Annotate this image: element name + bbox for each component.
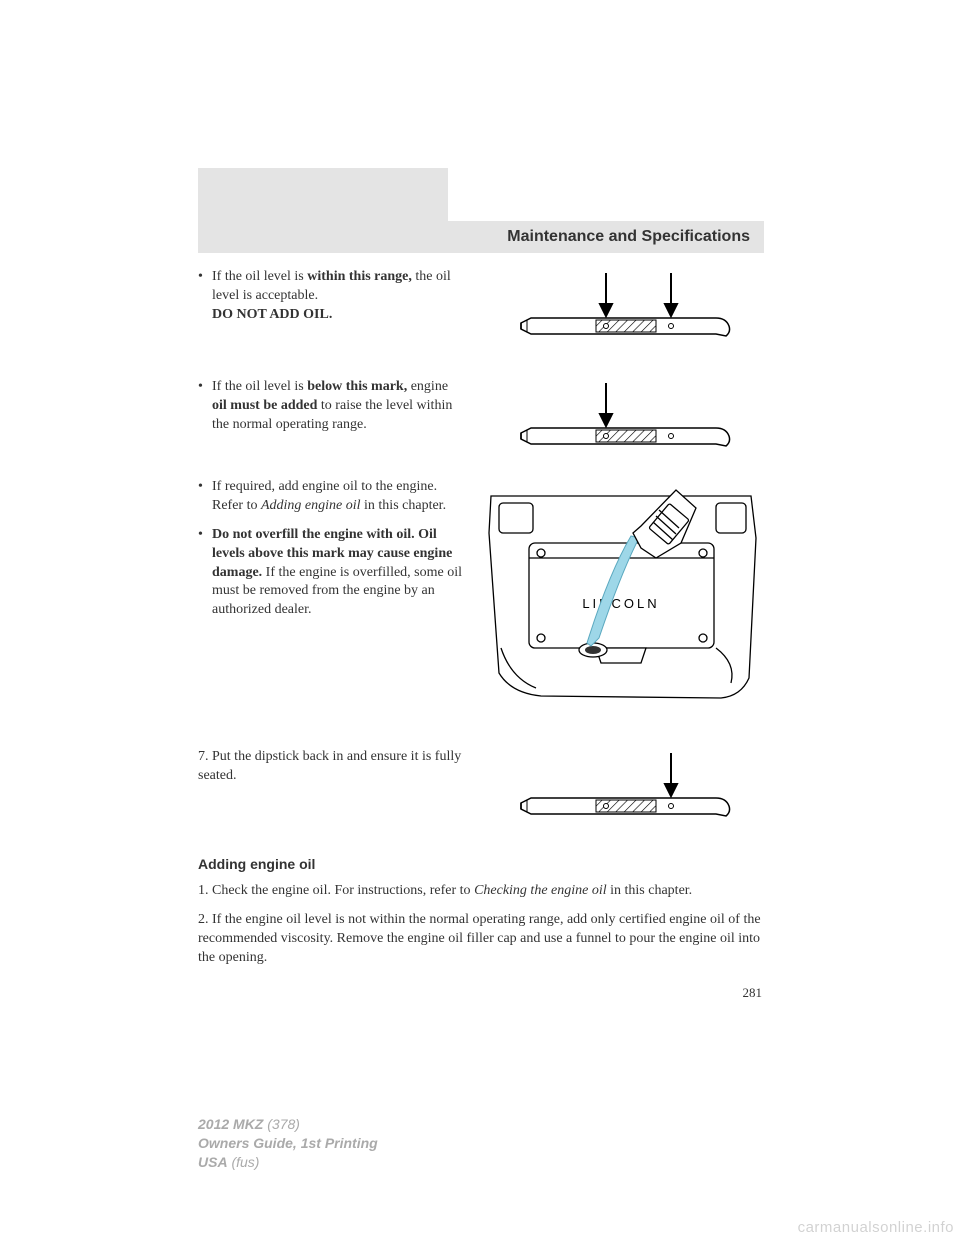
b3-ital: Adding engine oil <box>261 498 361 513</box>
p1-ital: Checking the engine oil <box>474 883 607 898</box>
row-bullet-2: If the oil level is below this mark, eng… <box>198 378 764 458</box>
header-title: Maintenance and Specifications <box>507 228 750 246</box>
dipstick-two-arrows-icon <box>501 268 741 348</box>
diagram-dipstick-two-arrows <box>478 268 764 348</box>
text-step-7: 7. Put the dipstick back in and ensure i… <box>198 748 478 828</box>
section-p1: 1. Check the engine oil. For instruction… <box>198 882 764 901</box>
row-step-7: 7. Put the dipstick back in and ensure i… <box>198 748 764 828</box>
footer-line-3: USA (fus) <box>198 1153 378 1172</box>
b2-bold1: below this mark, <box>307 379 407 394</box>
diagram-dipstick-high <box>478 748 764 828</box>
watermark: carmanualsonline.info <box>798 1219 954 1236</box>
footer-line-2: Owners Guide, 1st Printing <box>198 1134 378 1153</box>
page-number: 281 <box>743 985 763 1001</box>
b2-pre: If the oil level is <box>212 379 307 394</box>
dipstick-low-icon <box>501 378 741 458</box>
step7-text: 7. Put the dipstick back in and ensure i… <box>198 749 461 783</box>
text-bullet-1: If the oil level is within this range, t… <box>198 268 478 348</box>
footer-fus: (fus) <box>228 1154 260 1170</box>
b1-pre: If the oil level is <box>212 269 307 284</box>
engine-label: LINCOLN <box>582 596 659 611</box>
bullet-below-mark: If the oil level is below this mark, eng… <box>198 378 466 435</box>
row-bullet-3-4: If required, add engine oil to the engin… <box>198 478 764 708</box>
engine-oil-icon: LINCOLN <box>481 478 761 708</box>
b2-bold2: oil must be added <box>212 398 317 413</box>
b1-bold2: DO NOT ADD OIL. <box>212 307 332 322</box>
row-bullet-1: If the oil level is within this range, t… <box>198 268 764 348</box>
b2-mid: engine <box>407 379 448 394</box>
footer-model-code: (378) <box>263 1116 300 1132</box>
section-heading-adding-oil: Adding engine oil <box>198 856 764 872</box>
diagram-dipstick-low <box>478 378 764 458</box>
page-content: If the oil level is within this range, t… <box>198 268 764 978</box>
b3-post: in this chapter. <box>361 498 447 513</box>
bullet-within-range: If the oil level is within this range, t… <box>198 268 466 325</box>
footer-line-1: 2012 MKZ (378) <box>198 1115 378 1134</box>
section-p2: 2. If the engine oil level is not within… <box>198 911 764 968</box>
footer: 2012 MKZ (378) Owners Guide, 1st Printin… <box>198 1115 378 1172</box>
footer-usa: USA <box>198 1154 228 1170</box>
b1-bold1: within this range, <box>307 269 412 284</box>
footer-model: 2012 MKZ <box>198 1116 263 1132</box>
p1-post: in this chapter. <box>607 883 693 898</box>
p1-pre: 1. Check the engine oil. For instruction… <box>198 883 474 898</box>
diagram-engine: LINCOLN <box>478 478 764 708</box>
header-bar: Maintenance and Specifications <box>198 221 764 253</box>
bullet-add-oil: If required, add engine oil to the engin… <box>198 478 466 516</box>
text-bullet-3-4: If required, add engine oil to the engin… <box>198 478 478 708</box>
bullet-overfill-warning: Do not overfill the engine with oil. Oil… <box>198 526 466 620</box>
dipstick-high-icon <box>501 748 741 828</box>
text-bullet-2: If the oil level is below this mark, eng… <box>198 378 478 458</box>
